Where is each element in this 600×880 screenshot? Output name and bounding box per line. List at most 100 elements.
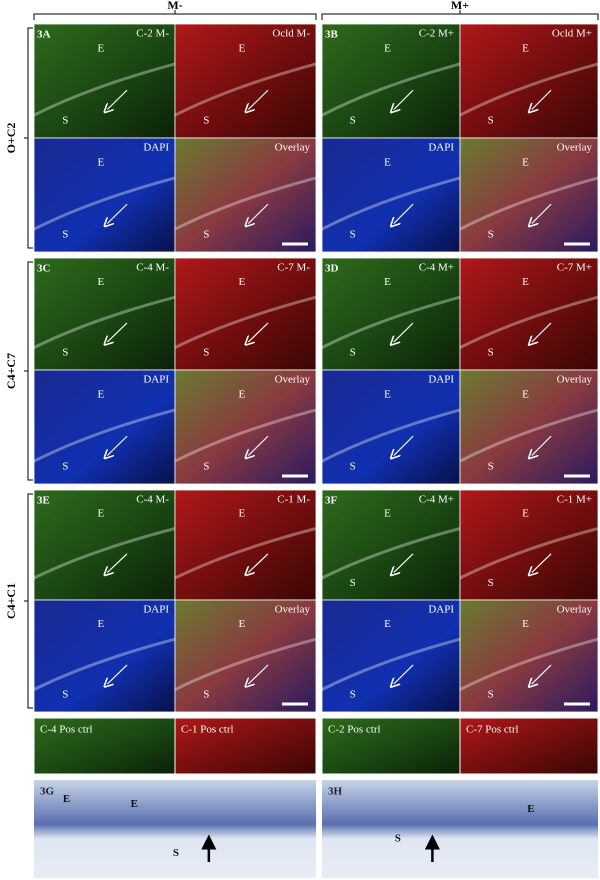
arrow bbox=[248, 664, 269, 684]
micrograph bbox=[33, 489, 176, 601]
panel-id: 3F bbox=[325, 495, 338, 507]
tissue-boundary bbox=[174, 637, 317, 691]
tissue-boundary bbox=[321, 408, 461, 463]
panel-id: 3C bbox=[37, 263, 51, 275]
region-label: E bbox=[97, 157, 104, 169]
region-label: E bbox=[384, 618, 391, 630]
tissue-boundary bbox=[33, 295, 176, 349]
channel-label: C-1 M+ bbox=[557, 494, 592, 506]
micrograph bbox=[33, 257, 176, 371]
tissue-boundary bbox=[321, 527, 461, 580]
region-label: E bbox=[522, 276, 529, 288]
region-label: E bbox=[384, 508, 391, 520]
region-label: E bbox=[238, 508, 245, 520]
region-label: S bbox=[62, 228, 68, 240]
arrow bbox=[394, 322, 414, 342]
micrograph bbox=[33, 23, 176, 139]
micrograph bbox=[174, 599, 317, 713]
channel-label: Overlay bbox=[557, 142, 593, 154]
region-label: S bbox=[350, 228, 356, 240]
control-label: C-2 Pos ctrl bbox=[328, 724, 381, 736]
arrow bbox=[532, 435, 552, 455]
arrow bbox=[532, 322, 552, 342]
region-label: S bbox=[488, 114, 494, 126]
channel-label: C-7 M+ bbox=[557, 262, 592, 274]
channel-label: Overlay bbox=[275, 604, 311, 616]
micrograph bbox=[321, 23, 461, 139]
region-label: E bbox=[384, 276, 391, 288]
region-label: S bbox=[203, 114, 209, 126]
tissue-boundary bbox=[459, 295, 599, 349]
channel-label: DAPI bbox=[428, 604, 454, 616]
tissue-boundary bbox=[459, 408, 599, 463]
row-label: C4+C7 bbox=[4, 353, 18, 389]
region-label: S bbox=[62, 460, 68, 472]
tissue-boundary bbox=[459, 62, 599, 117]
region-label: S bbox=[488, 228, 494, 240]
region-label: E bbox=[522, 157, 529, 169]
arrow bbox=[107, 664, 128, 684]
panel-id: 3G bbox=[40, 786, 55, 798]
arrow bbox=[248, 203, 269, 223]
tissue-boundary bbox=[321, 176, 461, 231]
region-label: S bbox=[173, 847, 179, 859]
region-label: E bbox=[238, 276, 245, 288]
region-label: S bbox=[62, 114, 68, 126]
control-image bbox=[459, 717, 599, 775]
channel-label: C-2 M- bbox=[136, 28, 169, 40]
region-label: S bbox=[350, 577, 356, 589]
histology-image bbox=[322, 780, 598, 878]
arrow bbox=[107, 435, 128, 455]
region-label: S bbox=[395, 832, 401, 844]
channel-label: DAPI bbox=[428, 374, 454, 386]
arrow bbox=[394, 553, 414, 573]
tissue-boundary bbox=[33, 527, 176, 580]
region-label: S bbox=[203, 228, 209, 240]
region-label: E bbox=[522, 618, 529, 630]
micrograph bbox=[174, 369, 317, 485]
region-label: E bbox=[131, 798, 138, 810]
micrograph bbox=[459, 599, 599, 713]
panel-id: 3D bbox=[325, 263, 339, 275]
region-label: S bbox=[203, 689, 209, 701]
micrograph bbox=[459, 369, 599, 485]
column-header: M- bbox=[167, 0, 182, 12]
channel-label: DAPI bbox=[143, 142, 169, 154]
panel-id: 3A bbox=[37, 29, 51, 41]
region-label: E bbox=[522, 389, 529, 401]
panel-id: 3H bbox=[328, 786, 343, 798]
micrograph bbox=[33, 137, 176, 253]
micrograph bbox=[321, 257, 461, 371]
arrow bbox=[394, 664, 414, 684]
region-label: S bbox=[62, 347, 68, 359]
tissue-boundary bbox=[174, 176, 317, 231]
tissue-boundary bbox=[321, 62, 461, 117]
micrograph bbox=[321, 369, 461, 485]
row-label: O+C2 bbox=[4, 123, 18, 154]
region-label: S bbox=[62, 689, 68, 701]
arrow bbox=[107, 89, 128, 109]
control-label: C-1 Pos ctrl bbox=[181, 724, 234, 736]
tissue-boundary bbox=[459, 527, 599, 580]
region-label: E bbox=[97, 389, 104, 401]
region-label: E bbox=[97, 43, 104, 55]
panel-id: 3E bbox=[37, 495, 50, 507]
arrow bbox=[394, 435, 414, 455]
region-label: E bbox=[97, 508, 104, 520]
channel-label: Overlay bbox=[557, 604, 593, 616]
channel-label: C-4 M+ bbox=[419, 262, 454, 274]
arrow bbox=[394, 203, 414, 223]
channel-label: DAPI bbox=[428, 142, 454, 154]
control-image bbox=[33, 717, 176, 775]
channel-label: Ocld M- bbox=[272, 28, 310, 40]
tissue-boundary bbox=[459, 637, 599, 691]
micrograph bbox=[459, 23, 599, 139]
micrograph bbox=[174, 489, 317, 601]
region-label: S bbox=[488, 347, 494, 359]
histology-image bbox=[34, 780, 316, 878]
micrograph bbox=[321, 599, 461, 713]
region-label: S bbox=[350, 347, 356, 359]
region-label: E bbox=[97, 276, 104, 288]
region-label: S bbox=[488, 577, 494, 589]
arrow bbox=[532, 89, 552, 109]
